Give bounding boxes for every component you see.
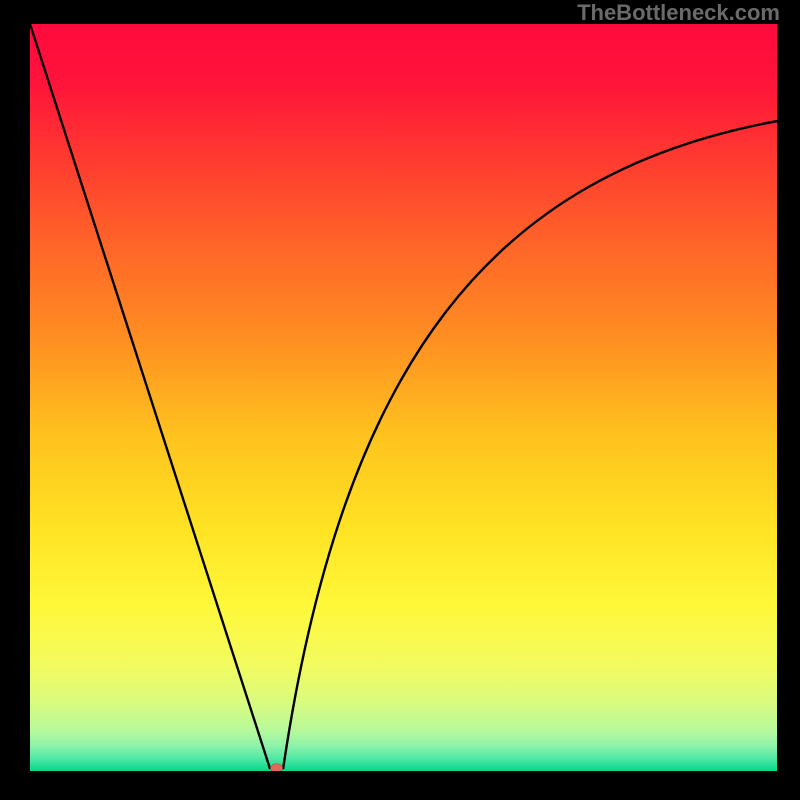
plot-svg: [30, 24, 777, 771]
figure-container: TheBottleneck.com: [0, 0, 800, 800]
watermark-text: TheBottleneck.com: [577, 0, 780, 26]
minimum-marker: [271, 764, 283, 771]
plot-area: [30, 24, 777, 771]
plot-background: [30, 24, 777, 771]
